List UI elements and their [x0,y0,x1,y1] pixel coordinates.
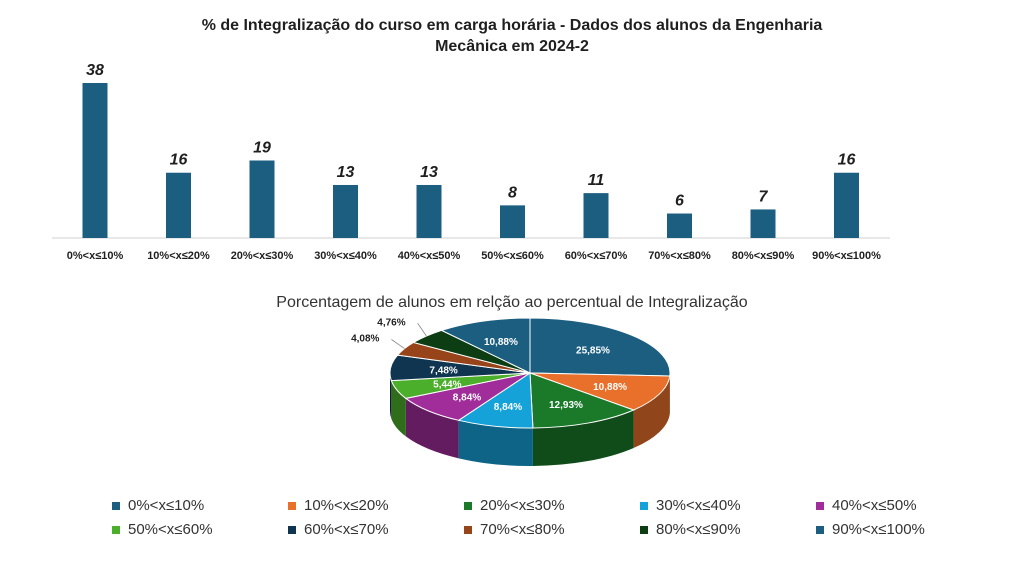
x-tick-label: 50%<x≤60% [481,250,544,262]
legend-item: 80%<x≤90% [640,521,816,538]
pie-slice-side [390,373,392,419]
bar [500,205,525,238]
legend-label: 90%<x≤100% [832,521,925,538]
x-tick-label: 10%<x≤20% [147,250,210,262]
pie-slice-side [391,380,406,437]
x-tick-label: 60%<x≤70% [565,250,628,262]
legend-item: 60%<x≤70% [288,521,464,538]
legend-item: 0%<x≤10% [112,497,288,514]
pie-slice [529,372,671,411]
legend-item: 70%<x≤80% [464,521,640,538]
bar [583,193,609,238]
bar [249,160,275,238]
bar-data-label: 7 [759,188,769,205]
pie-slice [529,372,635,429]
pie-slice-side [532,409,634,466]
bar-data-label: 8 [508,184,517,201]
legend-label: 50%<x≤60% [128,521,213,538]
bar [667,213,692,238]
pie-slice-side [458,420,533,466]
pie-legend: 0%<x≤10% 10%<x≤20% 20%<x≤30% 30%<x≤40% 40%<x… [112,497,992,538]
pie-data-label: 4,76% [377,317,405,328]
bar [166,172,191,238]
bar-chart-title-line-2: Mecânica em 2024-2 [435,38,589,55]
pie-chart: 25,85% 10,88% 12,93% 8,84% 8,84% 5,44% 7,48% 4,… [351,317,671,466]
x-tick-label: 0%<x≤10% [67,250,124,262]
legend-label: 0%<x≤10% [128,497,205,514]
legend-item: 20%<x≤30% [464,497,640,514]
legend-item: 10%<x≤20% [288,497,464,514]
legend-swatch [464,525,472,534]
bar-data-label: 13 [420,164,438,181]
bar [750,209,776,238]
bar [416,184,442,238]
x-tick-label: 80%<x≤90% [732,250,795,262]
legend-swatch [112,525,120,534]
legend-swatch [640,501,648,510]
bar [333,184,358,238]
legend-swatch [112,501,120,510]
pie-data-label: 7,48% [429,366,457,377]
leader-line [417,323,427,337]
bar-data-label: 16 [170,152,188,169]
leader-line [391,339,405,349]
bar-chart-title-line-1: % de Integralização do curso em carga ho… [201,17,823,34]
legend-label: 60%<x≤70% [304,521,389,538]
x-tick-label: 90%<x≤100% [812,250,881,262]
legend-label: 70%<x≤80% [480,521,565,538]
legend-label: 40%<x≤50% [832,497,917,514]
bar [82,83,108,238]
legend-swatch [640,525,648,534]
legend-label: 10%<x≤20% [304,497,389,514]
legend-item: 30%<x≤40% [640,497,816,514]
bar-data-label: 16 [838,152,856,169]
pie-data-label: 5,44% [433,379,461,390]
pie-data-label: 10,88% [593,382,627,393]
pie-side-walls [390,373,670,466]
legend-item: 50%<x≤60% [112,521,288,538]
pie-data-label: 10,88% [484,337,518,348]
pie-slice-side [633,375,670,448]
legend-swatch [464,501,472,510]
legend-swatch [816,525,824,534]
pie-data-label: 4,08% [351,333,379,344]
legend-swatch [288,525,296,534]
legend-swatch [288,501,296,510]
pie-data-label: 8,84% [494,402,522,413]
pie-data-label: 25,85% [576,346,610,357]
x-tick-label: 20%<x≤30% [231,250,294,262]
legend-item: 90%<x≤100% [816,521,992,538]
x-tick-label: 70%<x≤80% [648,250,711,262]
pie-slice [529,317,671,377]
legend-swatch [816,501,824,510]
legend-label: 30%<x≤40% [656,497,741,514]
pie-slice-side [405,398,459,459]
pie-data-label: 8,84% [453,392,481,403]
legend-label: 80%<x≤90% [656,521,741,538]
x-tick-label: 30%<x≤40% [314,250,377,262]
bar-data-label: 19 [253,140,271,157]
legend-item: 40%<x≤50% [816,497,992,514]
bar-data-label: 13 [337,164,355,181]
pie-slice [440,317,531,374]
bar-data-label: 11 [588,172,605,189]
bar-data-label: 38 [86,62,104,79]
bar-data-label: 6 [675,193,684,210]
x-tick-label: 40%<x≤50% [398,250,461,262]
bar-chart: 38 0%<x≤10% 16 10%<x≤20% 19 20%<x≤30% 13 30%<x≤… [52,62,890,262]
pie-chart-title: Porcentagem de alunos em relção ao perce… [276,294,748,311]
legend-label: 20%<x≤30% [480,497,565,514]
bar [834,172,859,238]
pie-data-label: 12,93% [549,400,583,411]
